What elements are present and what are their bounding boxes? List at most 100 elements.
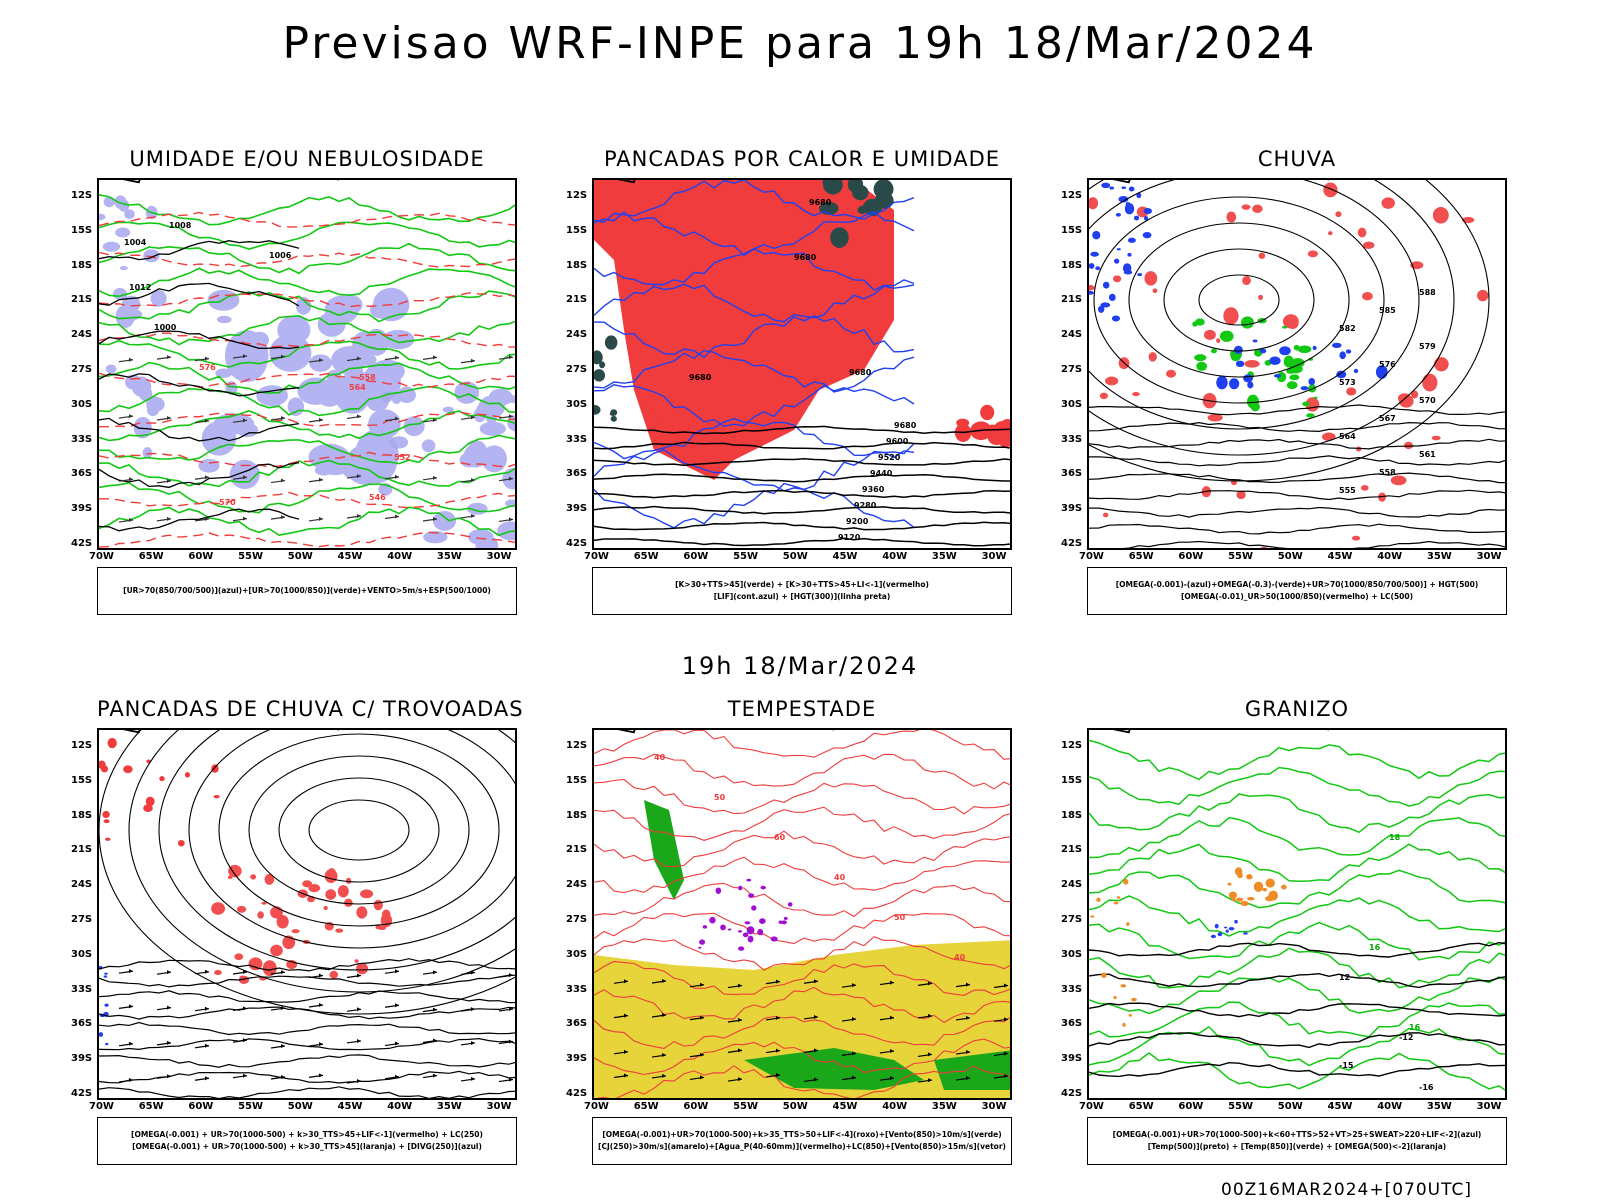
- latitude-tick-label: 18S: [566, 809, 588, 821]
- longitude-tick-label: 30W: [486, 1101, 512, 1112]
- longitude-tick-label: 40W: [1377, 1101, 1403, 1112]
- omega500-orange: [1227, 867, 1287, 907]
- longitude-tick-label: 35W: [436, 1101, 462, 1112]
- latitude-tick-label: 30S: [71, 398, 93, 410]
- longitude-tick-label: 45W: [337, 1101, 363, 1112]
- longitude-tick-label: 55W: [733, 1101, 759, 1112]
- latitude-tick-label: 18S: [71, 809, 93, 821]
- streamline: [248, 755, 470, 905]
- thickness-contour: [99, 332, 515, 348]
- wind850-vectors: [613, 979, 1009, 1083]
- latitude-tick-label: 18S: [566, 259, 588, 271]
- latitude-tick-label: 21S: [566, 294, 588, 306]
- divergence-blue: [99, 966, 109, 1046]
- middle-title: 19h 18/Mar/2024: [681, 652, 919, 680]
- panel-legend: [K>30+TTS>45](verde) + [K>30+TTS>45+LI<-…: [592, 567, 1012, 615]
- hgt500-ring: [1093, 196, 1385, 404]
- hgt500-contour: [1089, 523, 1505, 535]
- low-level-humidity-contour: [99, 434, 515, 465]
- pressure-isobar: [99, 508, 300, 532]
- longitude-tick-label: 45W: [832, 551, 858, 562]
- precipitable-water-contour: [594, 1015, 1010, 1049]
- contour-label: 582: [1339, 324, 1356, 333]
- contour-label: 60: [774, 833, 786, 842]
- longitude-tick-label: 30W: [486, 551, 512, 562]
- political-borders: [617, 730, 835, 734]
- thickness-contour: [99, 411, 515, 428]
- humidity-andes-shading: [99, 195, 167, 459]
- longitude-tick-label: 55W: [238, 551, 264, 562]
- latitude-tick-label: 36S: [566, 468, 588, 480]
- political-borders: [122, 730, 340, 734]
- longitude-tick-label: 70W: [1079, 1101, 1104, 1112]
- forecast-map: [97, 728, 517, 1100]
- panel-title: GRANIZO: [1244, 697, 1350, 721]
- hgt500-contour: [1089, 404, 1505, 416]
- severe-storm-purple: [698, 878, 793, 951]
- longitude-tick-label: 45W: [1327, 551, 1353, 562]
- streamline-zonal: [99, 1037, 515, 1051]
- streamline: [128, 730, 515, 993]
- latitude-tick-label: 36S: [566, 1018, 588, 1030]
- longitude-tick-label: 45W: [1327, 1101, 1353, 1112]
- streamline: [308, 799, 410, 861]
- thickness-contour: [99, 451, 515, 468]
- contour-label: 1008: [169, 221, 192, 230]
- hgt500-ring: [1089, 180, 1420, 430]
- streamline-zonal: [99, 1054, 515, 1068]
- low-level-humidity-contour: [99, 314, 515, 346]
- thickness-contour: [99, 372, 515, 389]
- hgt300-contour: [594, 490, 1010, 499]
- longitude-tick-label: 65W: [138, 551, 164, 562]
- contour-label: -12: [1399, 1033, 1413, 1042]
- low-level-humidity-contour: [99, 481, 515, 514]
- lifted-index-contour: [594, 349, 915, 393]
- precipitable-water-contour: [594, 882, 1010, 918]
- map-canvas: 9680 9600 9520 9440 9360 9280 9200 9120 9680 9680…: [594, 180, 1010, 547]
- precipitable-water-contour: [594, 912, 1010, 945]
- contour-label: 1000: [154, 323, 177, 332]
- latitude-tick-label: 30S: [1061, 948, 1083, 960]
- temp850-contour: [1089, 869, 1505, 909]
- latitude-tick-label: 18S: [71, 259, 93, 271]
- omega-rain-blue-andes: [1089, 182, 1153, 322]
- panel-title: TEMPESTADE: [727, 697, 877, 721]
- omega-rain-blue: [1216, 339, 1388, 391]
- legend-line: [OMEGA(-0.001)+UR>70(1000-500)+k<60+TTS>…: [1112, 1130, 1482, 1139]
- latitude-tick-label: 30S: [1061, 398, 1083, 410]
- precipitable-water-contour: [594, 806, 1010, 841]
- latitude-tick-label: 15S: [566, 774, 588, 786]
- temp850-contour: [1089, 895, 1505, 937]
- legend-line: [LIF](cont.azul) + [HGT(300)](linha pret…: [713, 592, 891, 601]
- wind850-green-east: [934, 1050, 1010, 1090]
- streamline-zonal: [99, 974, 515, 988]
- latitude-tick-label: 15S: [566, 224, 588, 236]
- latitude-tick-label: 27S: [566, 914, 588, 925]
- contour-label: 570: [1419, 396, 1436, 405]
- temp850-contour: [1089, 976, 1505, 1015]
- forecast-map: 9680 9600 9520 9440 9360 9280 9200 9120 9680 9680…: [592, 178, 1012, 550]
- latitude-tick-label: 12S: [1061, 740, 1083, 751]
- temp500-contour: [1089, 1032, 1505, 1049]
- hgt500-contour: [1089, 421, 1505, 433]
- legend-line: [CJ(250)>30m/s](amarelo)+[Agua_P(40-60mm…: [598, 1142, 1006, 1151]
- panel-title: UMIDADE E/OU NEBULOSIDADE: [129, 147, 485, 171]
- low-level-humidity-contour: [99, 267, 515, 298]
- contour-label: 558: [1379, 468, 1396, 477]
- temp500-contour: [1089, 972, 1505, 989]
- political-borders: [1112, 180, 1330, 184]
- latitude-tick-label: 12S: [1061, 190, 1083, 201]
- latitude-tick-label: 12S: [71, 740, 93, 751]
- latitude-tick-label: 24S: [1061, 879, 1083, 891]
- low-level-humidity-contour: [99, 290, 515, 323]
- low-level-humidity-contour: [99, 459, 515, 488]
- thickness-contour: [99, 491, 515, 509]
- map-canvas: 588 585 582 579 576 573 570 567 564 561 558 555: [1089, 180, 1505, 548]
- low-level-humidity-contour: [99, 385, 515, 417]
- lifted-index-contour: [594, 482, 915, 529]
- contour-label: 18: [1389, 833, 1401, 842]
- latitude-tick-label: 42S: [1061, 538, 1083, 549]
- contour-label: 9280: [854, 501, 877, 510]
- legend-line: [UR>70(850/700/500)](azul)+[UR>70(1000/8…: [123, 586, 491, 595]
